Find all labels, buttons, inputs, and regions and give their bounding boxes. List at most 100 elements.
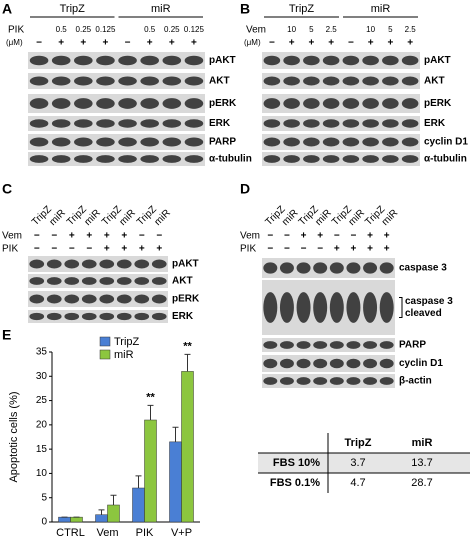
sign: + xyxy=(289,38,295,49)
sign: − xyxy=(34,231,40,242)
sign: + xyxy=(121,244,127,255)
band-label: α-tubulin xyxy=(424,154,467,165)
dose-label: 0.125 xyxy=(95,25,116,34)
band-signal xyxy=(283,137,300,147)
blot-band xyxy=(28,310,168,323)
band-signal xyxy=(162,55,182,66)
sign: − xyxy=(267,244,273,255)
band-signal xyxy=(279,262,294,274)
band-signal xyxy=(283,155,300,163)
band-signal xyxy=(162,98,182,109)
band-signal xyxy=(81,312,97,321)
band-signal xyxy=(379,377,394,385)
blot-band xyxy=(28,256,168,272)
sign: − xyxy=(156,231,162,242)
band-signal xyxy=(184,55,204,66)
treatment-label: Vem xyxy=(246,25,266,36)
band-signal xyxy=(379,358,394,369)
blot-band xyxy=(262,116,420,131)
legend-label: miR xyxy=(114,349,134,361)
dose-label: 10 xyxy=(287,25,296,34)
sign: + xyxy=(80,38,86,49)
panel-letter: B xyxy=(240,1,250,17)
table-cell: 13.7 xyxy=(411,457,432,469)
blot-band xyxy=(262,152,420,166)
band-signal xyxy=(283,119,300,128)
sign: − xyxy=(69,244,75,255)
sign: − xyxy=(139,231,145,242)
error-bar xyxy=(135,475,142,488)
band-signal xyxy=(29,259,45,269)
band-signal xyxy=(96,55,115,66)
group-label: miR xyxy=(371,3,391,15)
table-row-bg xyxy=(258,453,470,473)
blot-band xyxy=(28,152,205,166)
band-signal xyxy=(116,259,132,269)
sign: + xyxy=(104,231,110,242)
band-label: pERK xyxy=(209,98,237,109)
dose-label: 0.25 xyxy=(76,25,92,34)
sign: − xyxy=(51,231,57,242)
band-signal xyxy=(263,358,278,369)
band-signal xyxy=(401,119,419,128)
band-signal xyxy=(99,294,115,304)
blot-band xyxy=(28,134,205,150)
band-label: pAKT xyxy=(172,259,199,270)
band-signal xyxy=(134,277,150,285)
band-signal xyxy=(322,137,340,147)
dose-label: 0.125 xyxy=(184,25,205,34)
band-label: cleaved xyxy=(405,308,442,319)
dose-label: 10 xyxy=(366,25,375,34)
band-signal xyxy=(134,259,150,269)
significance: ** xyxy=(146,391,155,403)
band-label: PARP xyxy=(399,340,426,351)
band-label: pERK xyxy=(172,294,200,305)
band-signal xyxy=(279,292,294,323)
band-signal xyxy=(342,76,360,86)
table-cell: 28.7 xyxy=(411,477,432,489)
band-signal xyxy=(29,76,49,86)
band-signal xyxy=(96,76,115,86)
band-signal xyxy=(96,137,115,147)
band-label: ERK xyxy=(209,118,231,129)
y-tick-label: 5 xyxy=(41,492,47,503)
band-signal xyxy=(96,119,115,128)
sign: − xyxy=(86,244,92,255)
band-signal xyxy=(140,119,159,128)
band-signal xyxy=(283,76,300,86)
band-signal xyxy=(401,98,419,109)
bar xyxy=(144,419,157,523)
sign: − xyxy=(317,244,323,255)
row-label: Vem xyxy=(240,231,260,242)
band-signal xyxy=(362,76,379,86)
sign: + xyxy=(147,38,153,49)
blot-band xyxy=(262,52,420,69)
band-signal xyxy=(296,292,311,323)
sign: − xyxy=(284,244,290,255)
y-tick-label: 30 xyxy=(36,371,48,382)
band-signal xyxy=(362,155,379,163)
band-signal xyxy=(322,76,340,86)
band-signal xyxy=(363,292,378,323)
band-signal xyxy=(379,262,394,274)
band-signal xyxy=(46,294,62,304)
band-signal xyxy=(296,262,311,274)
band-signal xyxy=(342,119,360,128)
band-signal xyxy=(329,262,344,274)
y-tick-label: 20 xyxy=(36,419,48,430)
sign: + xyxy=(156,244,162,255)
significance: ** xyxy=(183,340,192,352)
band-signal xyxy=(263,119,281,128)
band-signal xyxy=(51,155,71,163)
sign: + xyxy=(104,244,110,255)
band-signal xyxy=(29,98,49,109)
band-label: AKT xyxy=(172,276,193,287)
legend-swatch xyxy=(99,349,111,360)
band-signal xyxy=(118,55,137,66)
band-signal xyxy=(313,262,328,274)
sign: − xyxy=(351,231,357,242)
unit-label: (μM) xyxy=(244,38,261,47)
band-signal xyxy=(184,98,204,109)
sign: + xyxy=(169,38,175,49)
sign: + xyxy=(384,244,390,255)
